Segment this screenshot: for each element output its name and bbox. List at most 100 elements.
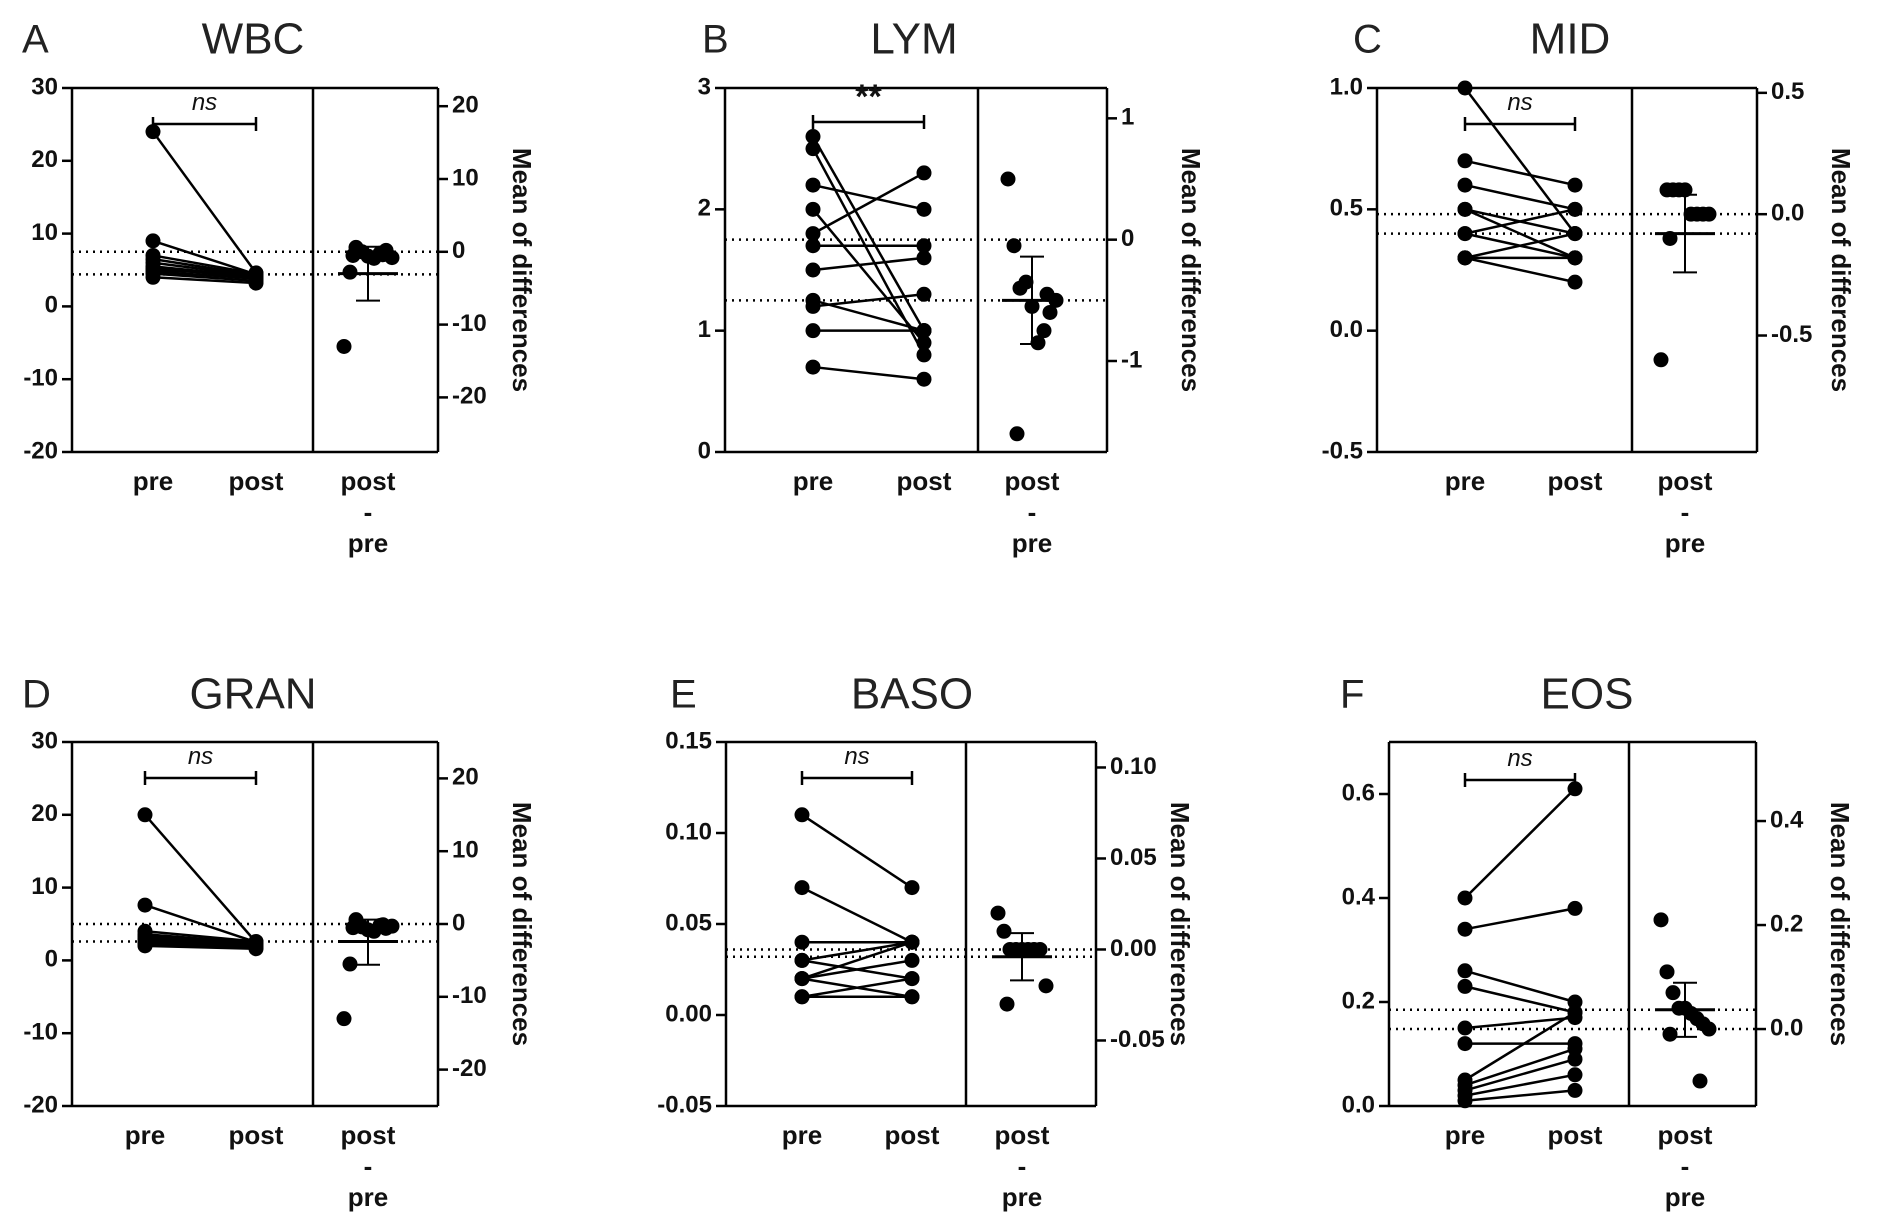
pre-point [1457,1093,1473,1109]
right-tick-label: -10 [452,982,487,1009]
right-tick-label: 0 [1121,225,1134,252]
x-label-difference: pre [1665,528,1705,558]
difference-point [1032,941,1048,957]
pair-line [144,813,257,944]
difference-point [1038,978,1054,994]
post-point [904,989,920,1005]
panel-label: A [22,18,49,62]
x-label-post: post [885,1120,940,1150]
post-point [916,165,932,181]
difference-point [1036,323,1052,339]
panel-b: B LYM 0 1 2 3 -1 0 1 Mean of differences pre post po… [698,15,1206,558]
x-label-difference: pre [348,528,388,558]
difference-point [999,996,1015,1012]
panel-f: F EOS 0.0 0.2 0.4 0.6 0.0 0.2 0.4 Mean of differe… [1340,670,1855,1212]
panel-label: B [702,18,729,62]
pre-point [137,938,153,954]
pre-point [1457,890,1473,906]
right-tick-label: 0.10 [1110,753,1157,780]
right-tick-label: 10 [452,837,479,864]
left-tick-label: 10 [31,873,58,900]
x-label-pre: pre [125,1120,165,1150]
pre-point [1457,201,1473,217]
pre-point [1457,1020,1473,1036]
pair-line [812,256,925,272]
pair-line [1464,232,1576,260]
right-tick-label: -0.5 [1771,321,1812,348]
post-point [916,201,932,217]
pre-point [137,807,153,823]
post-point [1567,1041,1583,1057]
pair-line [812,208,925,344]
difference-point [375,917,391,933]
panel-title: EOS [1541,670,1634,719]
post-point [1567,226,1583,242]
post-point [904,934,920,950]
pre-point [137,897,153,913]
difference-point [1659,964,1675,980]
left-tick-label: 0 [45,946,58,973]
x-label-pre: pre [1445,1120,1485,1150]
pair-line [144,944,257,951]
pre-point [1457,978,1473,994]
difference-point [345,920,361,936]
pair-line [812,293,925,308]
pair-line [801,813,913,889]
pre-point [794,952,810,968]
x-label-difference: - [1681,1151,1690,1181]
post-point [1567,1051,1583,1067]
x-label-pre: pre [793,466,833,496]
pre-point [1457,963,1473,979]
x-label-post: post [229,1120,284,1150]
left-tick-label: 20 [31,146,58,173]
post-point [916,250,932,266]
pre-point [1457,1036,1473,1052]
right-tick-label: 0.0 [1771,200,1804,227]
right-tick-label: 0 [452,237,465,264]
difference-point [1018,274,1034,290]
panel-title: BASO [851,670,973,719]
left-tick-label: 0.0 [1330,316,1363,343]
post-point [1567,177,1583,193]
pair-line [812,183,925,211]
right-tick-label: 0.5 [1771,78,1804,105]
right-tick-label: -20 [452,383,487,410]
pair-line [801,977,913,999]
left-tick-label: -20 [23,1091,58,1118]
panel-e: E BASO -0.05 0.00 0.05 0.10 0.15 -0.05 0.00 0.05 0… [657,670,1195,1212]
pair-line [1464,985,1576,1014]
post-point [916,286,932,302]
post-point [1567,900,1583,916]
pair-line [1464,1047,1576,1087]
significance-label: ns [1507,745,1532,772]
pair-line [1464,1073,1576,1097]
x-label-pre: pre [782,1120,822,1150]
left-tick-label: 1 [698,316,711,343]
x-label-difference: post [995,1120,1050,1150]
x-label-difference: - [1018,1151,1027,1181]
left-tick-label: -20 [23,437,58,464]
post-point [916,347,932,363]
difference-point [1662,1026,1678,1042]
pre-point [145,233,161,249]
pre-point [805,323,821,339]
panel-title: LYM [870,15,957,64]
pair-line [144,941,257,946]
post-point [248,941,264,957]
difference-point [1042,304,1058,320]
left-tick-label: 3 [698,73,711,100]
x-label-difference: pre [1002,1182,1042,1212]
left-tick-label: 0.0 [1342,1091,1375,1118]
x-label-difference: - [364,497,373,527]
pre-point [794,934,810,950]
panel-title: WBC [202,15,305,64]
difference-point [345,247,361,263]
pair-line [1464,1016,1576,1030]
difference-point [1653,352,1669,368]
pre-point [1457,921,1473,937]
pre-point [805,262,821,278]
right-axis-title: Mean of differences [1176,148,1206,392]
pre-point [794,971,810,987]
post-point [1567,1004,1583,1020]
right-tick-label: 0.4 [1770,806,1804,833]
